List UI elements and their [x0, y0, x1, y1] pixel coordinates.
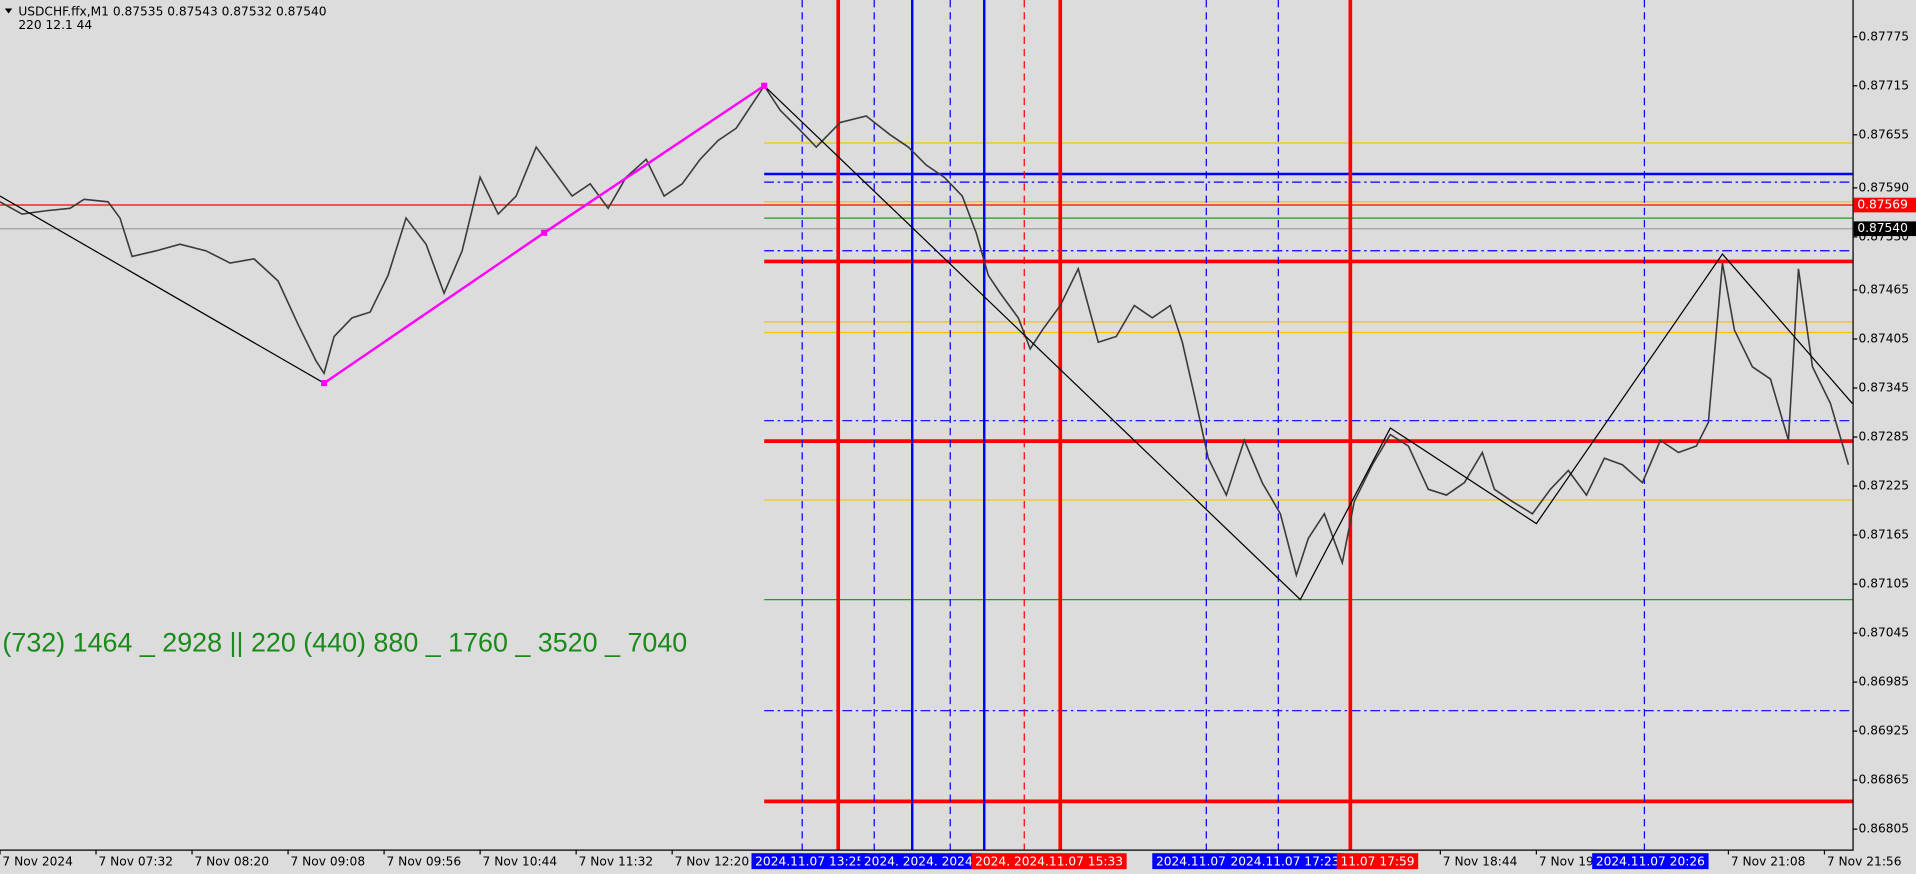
price-layer: [0, 84, 1850, 578]
vline-label: 2024. 2024. 2024.: [864, 854, 977, 868]
vline-label: 2024.11.07 20:26: [1596, 854, 1705, 868]
x-tick-label: 7 Nov 12:20: [675, 854, 750, 868]
x-tick-label: 7 Nov 21:56: [1827, 854, 1902, 868]
y-tick-label: 0.87045: [1859, 626, 1910, 640]
vline-label-bg: [1592, 853, 1709, 870]
chart-subtitle: 220 12.1 44: [18, 18, 92, 32]
price-tag-label: 0.87540: [1857, 221, 1908, 235]
x-tick-label: 7 Nov 19:: [1539, 854, 1598, 868]
trend-point: [541, 229, 548, 236]
y-tick-label: 0.87655: [1859, 127, 1910, 141]
vline-label-bg: [751, 853, 868, 870]
y-tick-label: 0.87165: [1859, 528, 1910, 542]
y-tick-label: 0.87405: [1859, 332, 1910, 346]
vline-label-bg: [971, 853, 1127, 870]
x-tick-label: 7 Nov 2024: [2, 854, 73, 868]
x-tick-label: 7 Nov 08:20: [194, 854, 269, 868]
y-tick-label: 0.86985: [1859, 675, 1910, 689]
y-tick-label: 0.87105: [1859, 577, 1910, 591]
x-tick-label: 7 Nov 18:44: [1443, 854, 1518, 868]
x-tick-label: 7 Nov 09:56: [387, 854, 462, 868]
y-tick-label: 0.87590: [1859, 180, 1910, 194]
price-tag-label: 0.87569: [1857, 198, 1908, 212]
trend-line: [763, 85, 1853, 601]
trend-line: [0, 195, 325, 384]
trend-point: [761, 82, 768, 89]
y-tick-label: 0.87345: [1859, 381, 1910, 395]
vline-label-bg: [1336, 853, 1419, 870]
chart-title: USDCHF.ffx,M1 0.87535 0.87543 0.87532 0.…: [18, 5, 326, 19]
y-tick-label: 0.86865: [1859, 773, 1910, 787]
vline-label: 2024.11.07 13:25: [755, 854, 864, 868]
vline-label: 2024.11.07 17:23: [1230, 854, 1339, 868]
y-tick-label: 0.86805: [1859, 822, 1910, 836]
x-tick-label: 7 Nov 10:44: [483, 854, 558, 868]
y-tick-label: 0.86925: [1859, 724, 1910, 738]
price-tag: [1853, 197, 1916, 213]
vline-label: 2024. 2024.11.07 15:33: [975, 854, 1123, 868]
vline-label-bg: [1226, 853, 1344, 870]
y-tick-label: 0.87715: [1859, 78, 1910, 92]
vline-label: 11.07 17:59: [1340, 854, 1414, 868]
price-tag: [1853, 221, 1916, 237]
vline-label-bg: [860, 853, 981, 870]
x-tick-label: 7 Nov 11:32: [579, 854, 654, 868]
vline-label-bg: [1152, 853, 1230, 870]
x-tick-label: 7 Nov 07:32: [98, 854, 173, 868]
annotation: (732) 1464 _ 2928 || 220 (440) 880 _ 176…: [2, 627, 687, 657]
trend-point: [321, 380, 328, 387]
axes: 0.877750.877150.876550.875900.875300.874…: [0, 29, 1916, 870]
y-tick-label: 0.87285: [1859, 430, 1910, 444]
x-tick-label: 7 Nov 21:08: [1731, 854, 1806, 868]
y-tick-label: 0.87225: [1859, 479, 1910, 493]
x-tick-label: 7 Nov 09:08: [291, 854, 366, 868]
collapse-icon[interactable]: [4, 8, 13, 14]
vline-label: 2024.11.07: [1156, 854, 1226, 868]
overlay: [0, 82, 1853, 601]
y-tick-label: 0.87465: [1859, 282, 1910, 296]
y-tick-label: 0.87775: [1859, 29, 1910, 43]
levels: [0, 0, 1853, 850]
price-line: [0, 84, 1850, 578]
